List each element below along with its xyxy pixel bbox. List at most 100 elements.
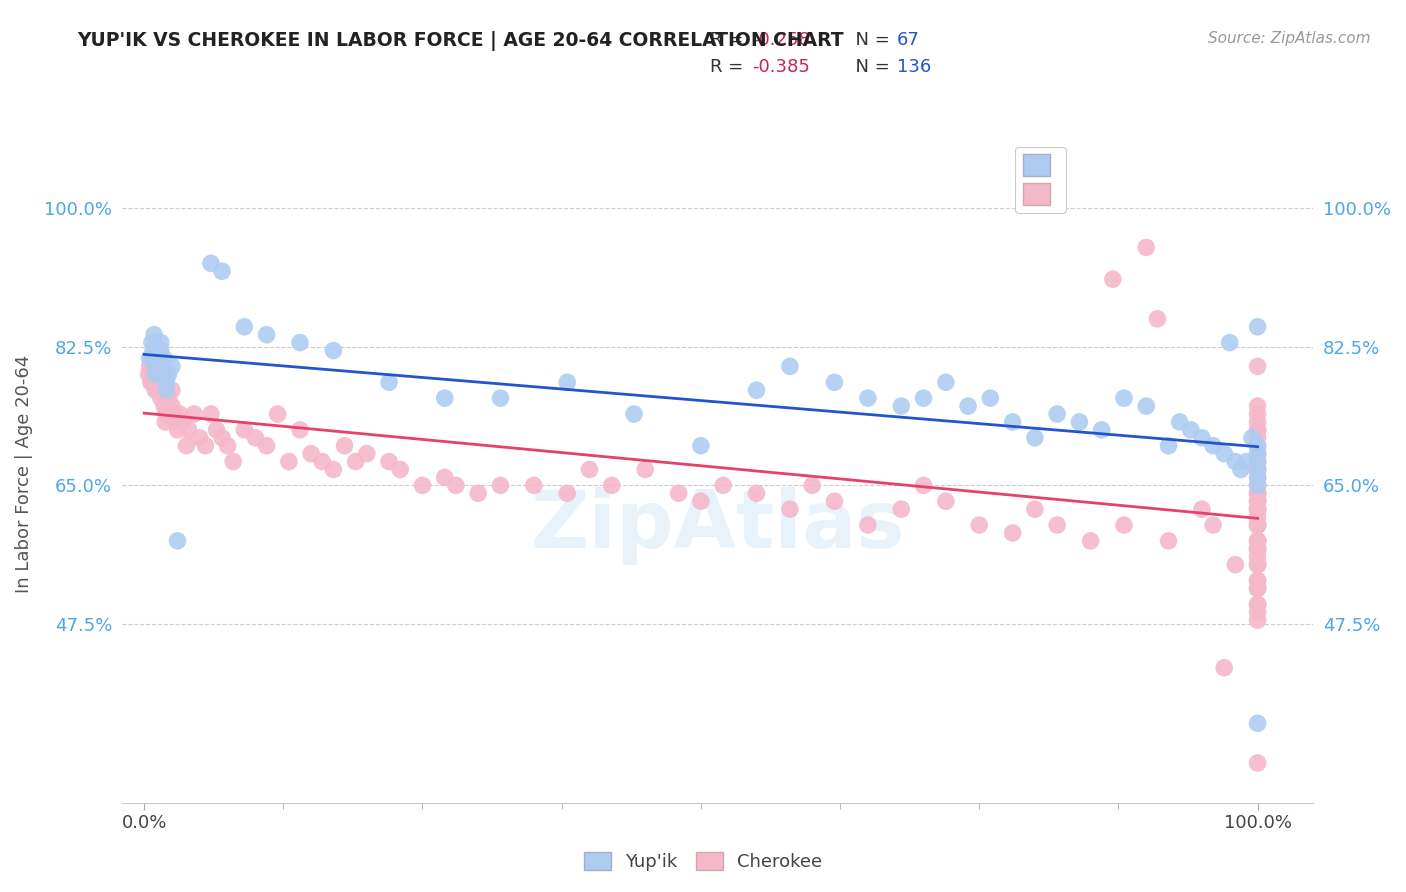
Point (148, 368, 170, 382)
Point (211, 264, 233, 278)
Point (1246, 558, 1268, 572)
Point (141, 335, 163, 350)
Point (1246, 494, 1268, 508)
Point (166, 533, 188, 548)
Point (957, 399, 980, 413)
Point (1246, 431, 1268, 445)
Point (172, 415, 194, 429)
Point (1202, 439, 1225, 453)
Point (152, 368, 174, 382)
Point (1146, 311, 1168, 326)
Point (1046, 407, 1069, 421)
Point (1191, 502, 1213, 516)
Point (1001, 415, 1024, 429)
Point (138, 351, 160, 366)
Point (1213, 447, 1236, 461)
Point (1246, 486, 1268, 500)
Point (155, 415, 177, 429)
Point (188, 431, 211, 445)
Point (935, 376, 957, 390)
Point (689, 439, 711, 453)
Point (433, 391, 456, 405)
Point (1246, 613, 1268, 627)
Point (1240, 431, 1263, 445)
Point (356, 447, 378, 461)
Point (256, 439, 278, 453)
Point (153, 399, 176, 413)
Point (1101, 272, 1123, 286)
Point (159, 407, 181, 421)
Point (166, 423, 188, 437)
Point (1024, 431, 1046, 445)
Point (143, 327, 166, 342)
Point (378, 376, 401, 390)
Point (194, 439, 217, 453)
Point (143, 359, 166, 374)
Point (1246, 518, 1268, 533)
Point (1246, 470, 1268, 484)
Point (389, 462, 412, 476)
Point (1246, 462, 1268, 476)
Point (1219, 335, 1241, 350)
Point (1246, 582, 1268, 596)
Text: Source: ZipAtlas.com: Source: ZipAtlas.com (1208, 31, 1371, 46)
Point (200, 256, 222, 270)
Point (152, 368, 174, 382)
Point (1157, 439, 1180, 453)
Point (935, 494, 957, 508)
Point (378, 454, 401, 468)
Text: -0.385: -0.385 (752, 58, 810, 76)
Point (1191, 431, 1213, 445)
Point (267, 407, 290, 421)
Point (138, 359, 160, 374)
Point (1246, 597, 1268, 611)
Point (856, 518, 879, 533)
Point (1202, 518, 1225, 533)
Point (523, 478, 546, 492)
Point (141, 368, 163, 382)
Point (1246, 510, 1268, 524)
Point (1135, 399, 1157, 413)
Point (689, 494, 711, 508)
Point (1246, 502, 1268, 516)
Point (145, 359, 167, 374)
Text: 136: 136 (897, 58, 931, 76)
Point (233, 319, 256, 334)
Point (143, 368, 166, 382)
Point (1246, 533, 1268, 548)
Point (1246, 423, 1268, 437)
Point (668, 486, 690, 500)
Point (176, 439, 198, 453)
Point (1246, 470, 1268, 484)
Point (149, 368, 172, 382)
Point (222, 454, 245, 468)
Point (1046, 518, 1069, 533)
Point (148, 343, 170, 358)
Point (155, 383, 177, 397)
Point (256, 327, 278, 342)
Point (1213, 661, 1236, 675)
Point (824, 494, 846, 508)
Point (1230, 462, 1253, 476)
Point (311, 454, 333, 468)
Point (779, 359, 801, 374)
Text: N =: N = (844, 31, 896, 49)
Point (155, 407, 177, 421)
Point (1246, 423, 1268, 437)
Point (157, 368, 180, 382)
Point (1246, 518, 1268, 533)
Point (1246, 462, 1268, 476)
Point (1001, 525, 1024, 540)
Point (1246, 462, 1268, 476)
Point (143, 359, 166, 374)
Point (169, 407, 191, 421)
Point (1246, 319, 1268, 334)
Point (1246, 486, 1268, 500)
Point (150, 383, 173, 397)
Point (143, 368, 166, 382)
Point (489, 391, 512, 405)
Point (1246, 574, 1268, 588)
Point (1246, 582, 1268, 596)
Point (344, 454, 367, 468)
Point (1225, 454, 1247, 468)
